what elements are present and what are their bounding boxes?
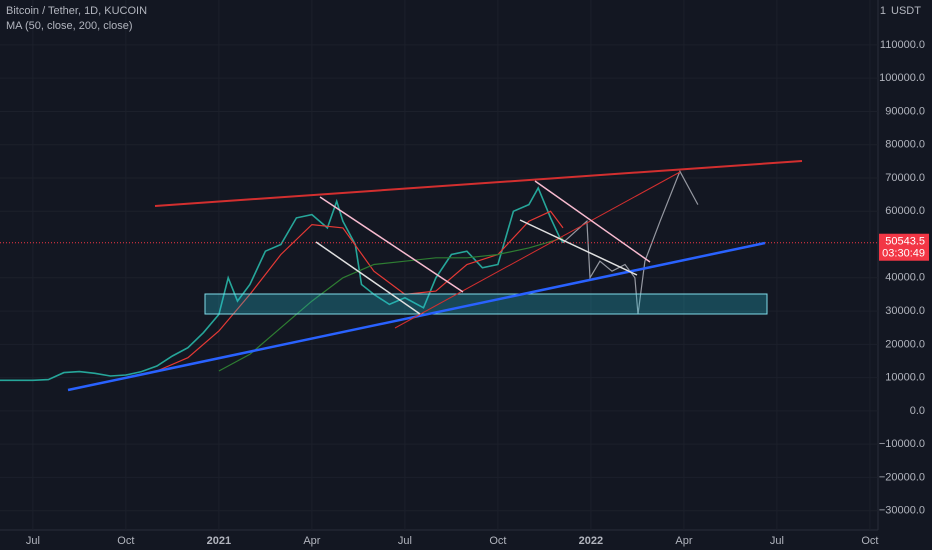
x-tick-label: Oct bbox=[117, 535, 134, 547]
y-tick-label: 40000.0 bbox=[885, 272, 925, 284]
grid bbox=[0, 0, 878, 530]
y-tick-label: 110000.0 bbox=[880, 39, 925, 51]
countdown: 03:30:49 bbox=[882, 248, 925, 260]
y-tick-label: 30000.0 bbox=[885, 305, 925, 317]
indicator-label: MA (50, close, 200, close) bbox=[6, 20, 133, 32]
y-tick-label: 0.0 bbox=[910, 405, 925, 417]
currency[interactable]: USDT bbox=[891, 5, 921, 17]
last-price-box bbox=[879, 233, 929, 261]
axis: 110000.0 100000.0 90000.0 80000.0 70000.0 600… bbox=[26, 39, 929, 547]
scale-mode[interactable]: 1 bbox=[880, 5, 886, 17]
x-tick-label: 2022 bbox=[579, 535, 603, 547]
channel-line bbox=[519, 219, 638, 276]
x-tick-label: 2021 bbox=[207, 535, 231, 547]
last-price-label: 50543.5 bbox=[885, 236, 925, 248]
channel-line bbox=[319, 196, 464, 293]
y-tick-label: 90000.0 bbox=[885, 105, 925, 117]
resistance-line bbox=[154, 160, 803, 207]
y-tick-label: −30000.0 bbox=[879, 505, 925, 517]
y-tick-label: −20000.0 bbox=[879, 471, 925, 483]
price-line bbox=[156, 210, 564, 372]
support-zone bbox=[204, 293, 768, 315]
x-tick-label: Apr bbox=[675, 535, 692, 547]
y-tick-label: −10000.0 bbox=[879, 438, 925, 450]
y-tick-label: 20000.0 bbox=[885, 338, 925, 350]
chart-title: Bitcoin / Tether, 1D, KUCOIN bbox=[6, 5, 147, 17]
y-tick-label: 10000.0 bbox=[885, 372, 925, 384]
y-tick-label: 80000.0 bbox=[885, 139, 925, 151]
x-tick-label: Oct bbox=[489, 535, 506, 547]
x-tick-label: Jul bbox=[26, 535, 40, 547]
y-tick-label: 100000.0 bbox=[879, 72, 925, 84]
x-tick-label: Jul bbox=[398, 535, 412, 547]
x-tick-label: Jul bbox=[770, 535, 784, 547]
channel-line bbox=[315, 241, 421, 315]
price-line bbox=[218, 237, 564, 372]
drawings bbox=[67, 160, 803, 392]
x-tick-label: Oct bbox=[861, 535, 878, 547]
channel-line bbox=[534, 180, 651, 263]
y-tick-label: 70000.0 bbox=[885, 172, 925, 184]
y-tick-label: 60000.0 bbox=[885, 205, 925, 217]
price-line bbox=[0, 186, 564, 382]
plot bbox=[0, 169, 878, 382]
x-tick-label: Apr bbox=[303, 535, 320, 547]
trend-line bbox=[394, 171, 681, 329]
